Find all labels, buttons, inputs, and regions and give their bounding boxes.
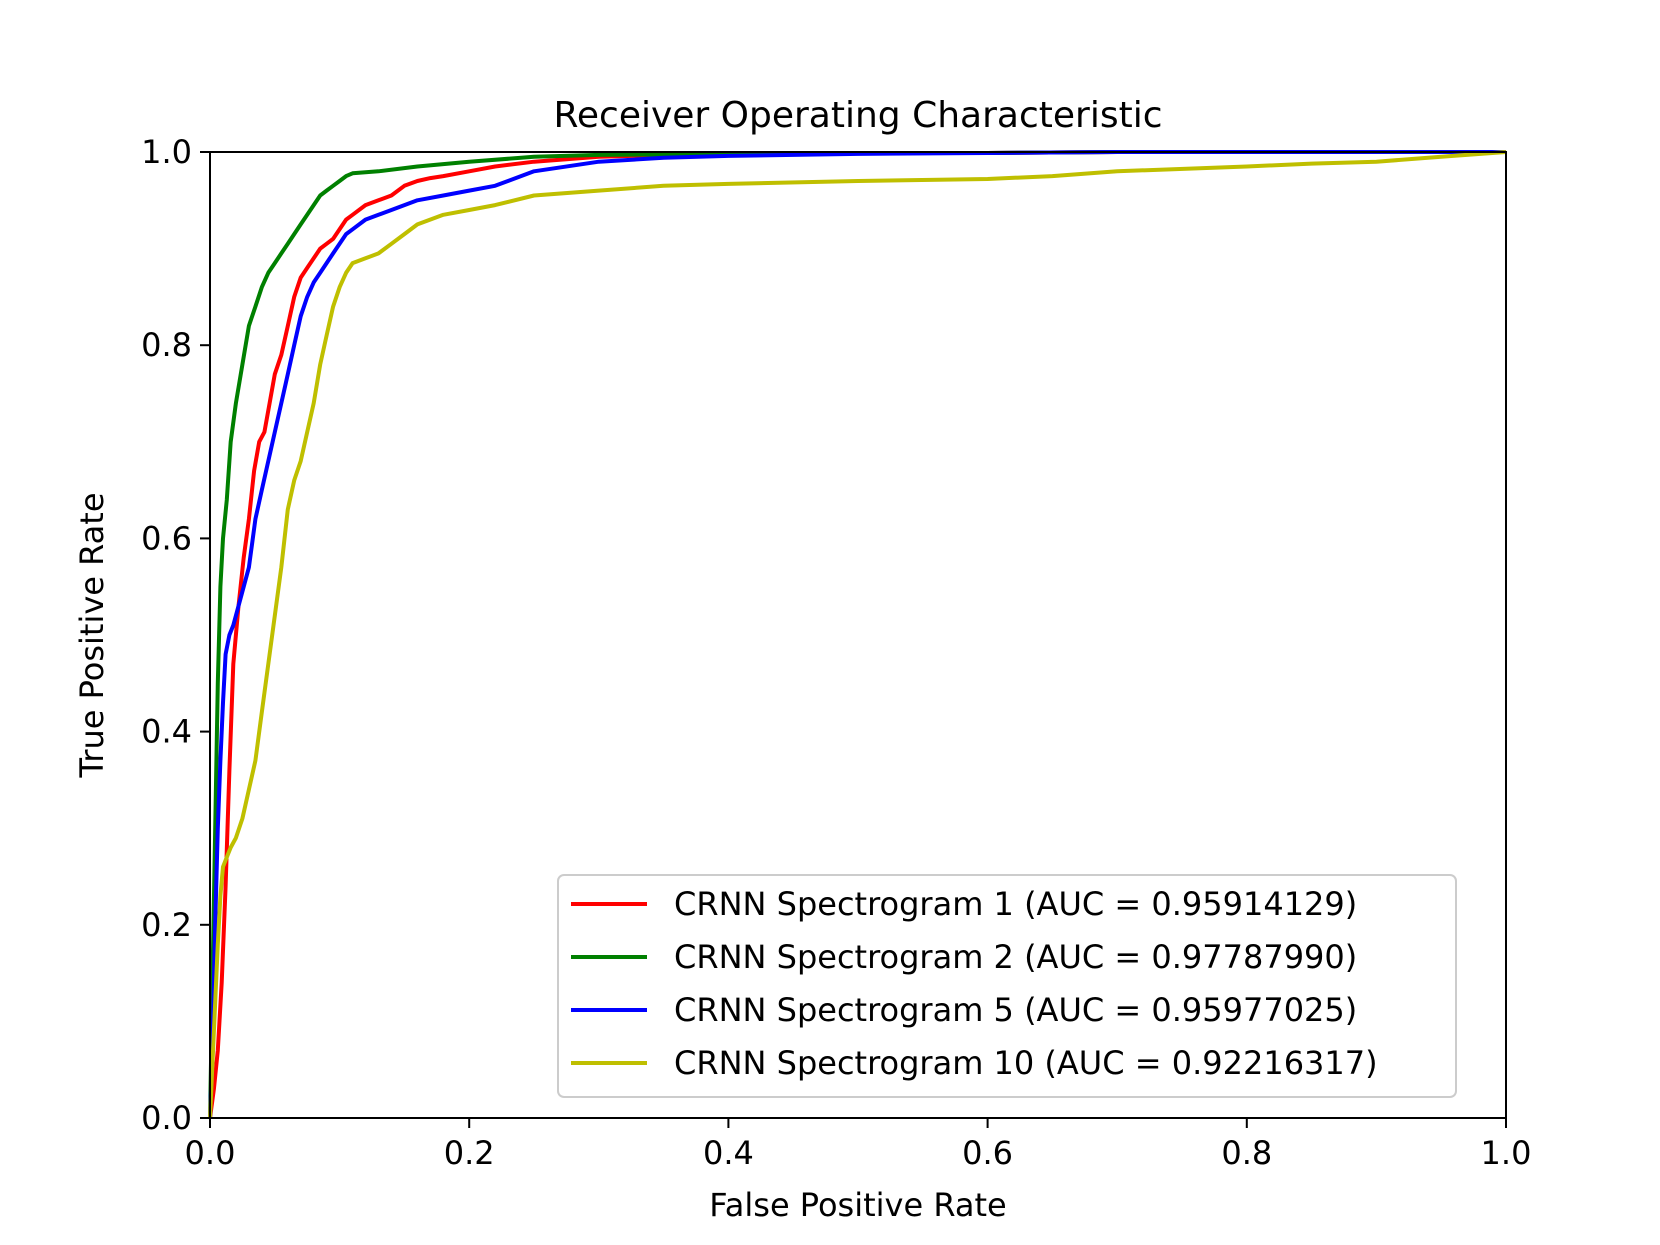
legend-label-series-5: CRNN Spectrogram 5 (AUC = 0.95977025) — [674, 991, 1357, 1029]
legend-box — [557, 874, 1457, 1098]
ticks-layer: 0.0 0.2 0.4 0.6 0.8 1.0 0.0 0.2 0.4 0.6 0.8 1.0 — [141, 133, 1531, 1172]
legend-label-series-10: CRNN Spectrogram 10 (AUC = 0.92216317) — [674, 1044, 1378, 1082]
x-tick-label: 0.8 — [1221, 1134, 1272, 1172]
x-tick-label: 0.2 — [444, 1134, 495, 1172]
legend-label-series-2: CRNN Spectrogram 2 (AUC = 0.97787990) — [674, 938, 1357, 976]
y-tick-label: 0.8 — [141, 326, 192, 364]
roc-curve-series-4 — [208, 150, 1507, 1119]
x-axis-label: False Positive Rate — [709, 1186, 1006, 1224]
y-tick-label: 0.6 — [141, 519, 192, 557]
legend: CRNN Spectrogram 1 (AUC = 0.95914129) CR… — [557, 874, 1457, 1098]
y-tick-label: 1.0 — [141, 133, 192, 171]
x-tick-label: 0.4 — [703, 1134, 754, 1172]
y-tick-label: 0.4 — [141, 713, 192, 751]
y-tick-label: 0.2 — [141, 906, 192, 944]
y-axis-label: True Positive Rate — [73, 492, 111, 778]
roc-curve-series-3 — [208, 150, 1506, 1119]
series-layer — [208, 150, 1507, 1119]
roc-curve-series-2 — [208, 150, 1506, 1119]
x-tick-label: 0.6 — [962, 1134, 1013, 1172]
y-tick-label: 0.0 — [141, 1099, 192, 1137]
x-tick-label: 1.0 — [1481, 1134, 1532, 1172]
x-tick-label: 0.0 — [185, 1134, 236, 1172]
legend-label-series-1: CRNN Spectrogram 1 (AUC = 0.95914129) — [674, 885, 1357, 923]
chart-title: Receiver Operating Characteristic — [553, 95, 1162, 136]
plot-frame — [209, 151, 1507, 1119]
